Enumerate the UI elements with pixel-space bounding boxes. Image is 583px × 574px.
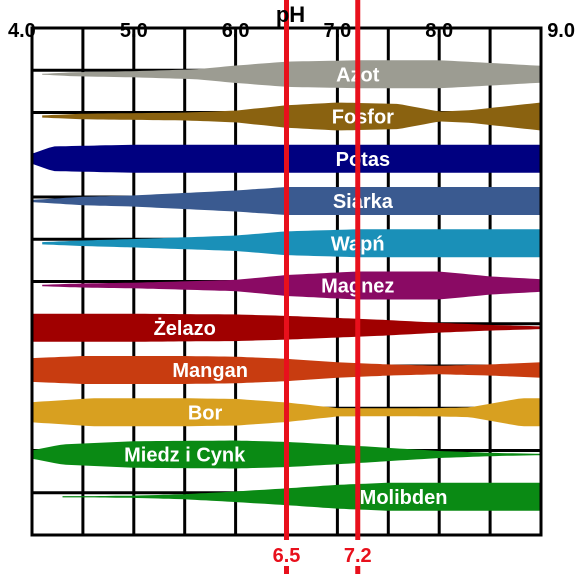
- reference-label-background: [335, 540, 380, 566]
- tick-label: 6.0: [222, 20, 250, 42]
- band-label: Miedz i Cynk: [124, 445, 246, 467]
- tick-label: 7.0: [323, 20, 351, 42]
- reference-label: 7.2: [344, 545, 372, 567]
- band-1: [42, 60, 541, 89]
- tick-label: 9.0: [547, 20, 575, 42]
- tick-label: 8.0: [425, 20, 453, 42]
- band-label: Fosfor: [332, 107, 394, 129]
- band-label: Siarka: [333, 191, 394, 213]
- nutrient-labels: AzotFosforPotasSiarkaWapńMagnezŻelazoMan…: [124, 64, 447, 509]
- band-label: Potas: [336, 149, 390, 171]
- band-11: [62, 482, 541, 511]
- band-label: Żelazo: [154, 317, 216, 340]
- reference-label: 6.5: [273, 545, 301, 567]
- reference-label-background: [264, 540, 309, 566]
- band-2: [42, 102, 541, 131]
- band-label: Mangan: [172, 360, 248, 382]
- band-label: Bor: [188, 402, 223, 424]
- band-5: [42, 229, 541, 258]
- axis-title: pH: [276, 2, 305, 27]
- x-axis-ticks: 4.0 5.0 6.0 7.0 8.0 9.0: [8, 20, 575, 42]
- band-6: [42, 271, 541, 300]
- band-label: Molibden: [360, 487, 448, 509]
- tick-label: 4.0: [8, 20, 36, 42]
- tick-label: 5.0: [120, 20, 148, 42]
- reference-lines: 6.5 7.2: [264, 0, 380, 574]
